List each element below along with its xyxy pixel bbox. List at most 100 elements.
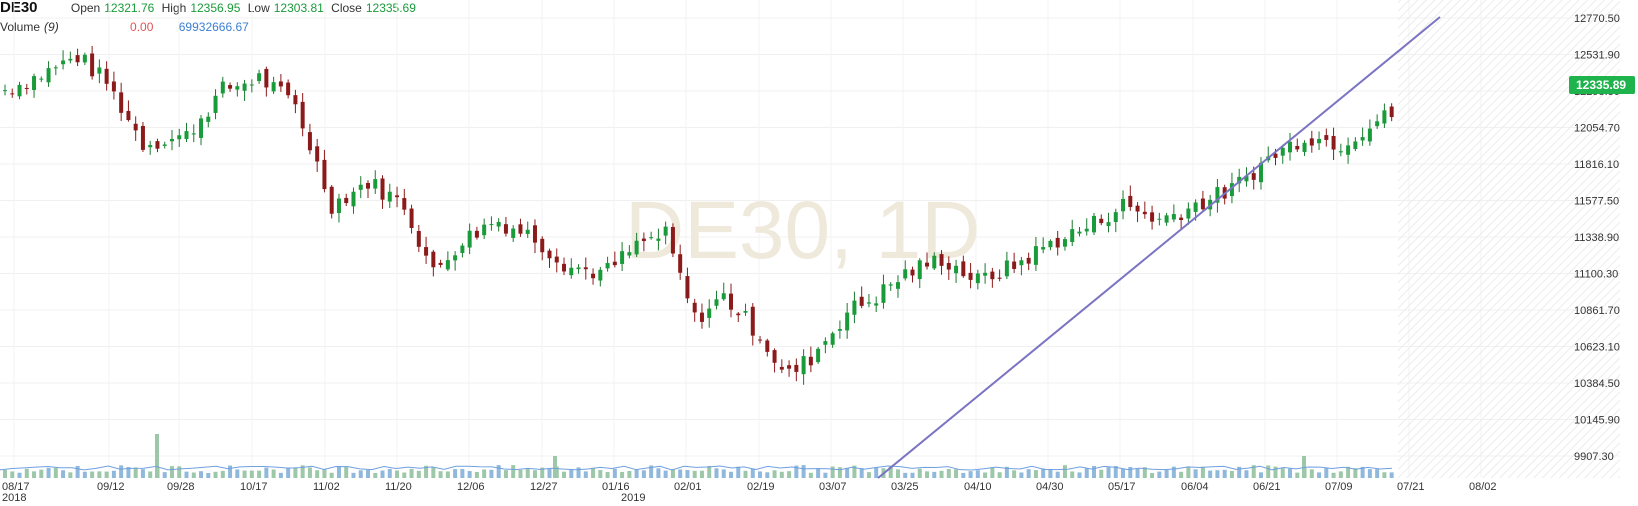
- volume-bar: [213, 471, 218, 478]
- candle-body: [714, 299, 719, 306]
- open-value: 12321.76: [104, 1, 155, 15]
- volume-bar: [547, 468, 552, 478]
- volume-bar: [46, 467, 51, 478]
- volume-bar: [787, 471, 792, 478]
- volume-bar: [772, 470, 777, 478]
- volume-bar: [634, 469, 639, 478]
- volume-bar: [562, 471, 567, 478]
- candle-body: [1280, 147, 1285, 156]
- volume-bar: [336, 466, 341, 478]
- candle-body: [743, 311, 748, 313]
- volume-bar: [242, 470, 247, 478]
- candle-body: [409, 208, 414, 228]
- volume-spike: [155, 434, 159, 478]
- volume-bar: [866, 472, 871, 478]
- x-year-label: 2018: [2, 492, 26, 504]
- x-tick-label: 07/09: [1325, 481, 1353, 493]
- x-tick-label: 06/04: [1181, 481, 1209, 493]
- y-axis: 12770.5012531.9012293.3012054.7011816.10…: [1574, 13, 1620, 463]
- volume-bar: [315, 470, 320, 478]
- candle-body: [140, 125, 145, 150]
- volume-bar: [126, 467, 131, 478]
- candle-body: [1004, 260, 1009, 277]
- candle-body: [765, 340, 770, 352]
- candle-body: [830, 333, 835, 345]
- candle-body: [1302, 142, 1307, 152]
- candle-body: [866, 302, 871, 304]
- volume-bar: [453, 469, 458, 478]
- candles[interactable]: [3, 45, 1394, 385]
- candle-body: [845, 312, 850, 331]
- volume-bar: [1106, 467, 1111, 478]
- candle-body: [511, 228, 516, 238]
- volume-bar: [678, 469, 683, 478]
- candle-body: [518, 224, 523, 234]
- volume-bar: [968, 471, 973, 478]
- candle-body: [199, 118, 204, 138]
- candle-body: [380, 178, 385, 200]
- trendline[interactable]: [877, 16, 1441, 479]
- candle-body: [990, 271, 995, 280]
- candle-body: [148, 144, 153, 148]
- candle-body: [641, 238, 646, 242]
- candle-body: [808, 356, 813, 366]
- candle-body: [1099, 218, 1104, 224]
- candle-body: [634, 240, 639, 255]
- volume-bar: [220, 470, 225, 478]
- candle-body: [1135, 205, 1140, 212]
- candle-body: [707, 308, 712, 318]
- candle-body: [1193, 202, 1198, 212]
- x-tick-label: 04/30: [1036, 481, 1064, 493]
- volume-bar: [235, 469, 240, 478]
- volume-bar: [641, 470, 646, 478]
- volume-bar: [1309, 469, 1314, 478]
- candle-body: [1055, 237, 1060, 248]
- volume-bar: [1367, 469, 1372, 478]
- candle-body: [264, 68, 269, 88]
- candle-body: [1288, 141, 1293, 153]
- volume-bar: [576, 467, 581, 478]
- volume-spike: [553, 456, 557, 478]
- y-tick-label: 10861.70: [1574, 305, 1620, 317]
- volume-bar: [1389, 472, 1394, 478]
- candle-body: [1157, 218, 1162, 220]
- volume-bar: [794, 465, 799, 478]
- volume-bar: [736, 466, 741, 478]
- volume-bar: [1237, 466, 1242, 478]
- volume-bar: [300, 465, 305, 478]
- candle-body: [583, 267, 588, 270]
- candle-body: [598, 269, 603, 281]
- candle-body: [612, 261, 617, 266]
- y-tick-label: 11100.30: [1574, 269, 1618, 281]
- candle-body: [191, 133, 196, 135]
- candle-body: [387, 191, 392, 202]
- candle-body: [525, 229, 530, 234]
- volume-bar: [1186, 466, 1191, 478]
- high-label: High: [161, 1, 187, 15]
- volume-bar: [598, 470, 603, 478]
- candle-body: [881, 284, 886, 303]
- candle-body: [126, 110, 131, 121]
- volume-bar: [917, 468, 922, 478]
- y-tick-label: 11577.50: [1574, 196, 1619, 208]
- x-tick-label: 11/02: [313, 481, 340, 493]
- candle-body: [169, 138, 174, 142]
- volume-bar: [1382, 472, 1387, 478]
- candle-body: [874, 303, 879, 306]
- volume-bar: [1200, 466, 1205, 478]
- volume-bar: [1062, 465, 1067, 478]
- candle-body: [736, 313, 741, 316]
- candle-body: [111, 81, 116, 92]
- candle-body: [903, 269, 908, 279]
- volume-bar: [1004, 466, 1009, 478]
- candle-body: [895, 282, 900, 289]
- volume-bar: [111, 470, 116, 478]
- x-tick-label: 03/25: [891, 481, 919, 493]
- x-year-label: 2019: [621, 492, 645, 504]
- candle-body: [678, 254, 683, 273]
- volume-bar: [1121, 468, 1126, 478]
- candle-body: [133, 123, 138, 131]
- volume-value-1: 0.00: [130, 20, 154, 34]
- volume-bar: [10, 471, 15, 478]
